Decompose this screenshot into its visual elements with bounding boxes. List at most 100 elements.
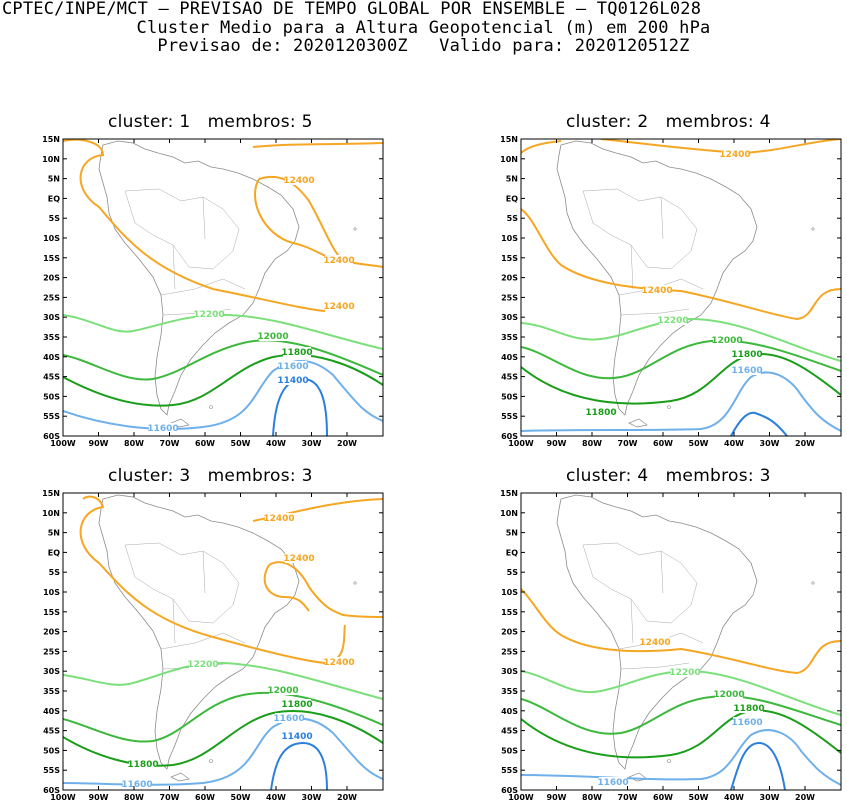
lat-tick-label: 10S (501, 588, 518, 597)
lon-tick-label: 100W (50, 793, 76, 802)
contour-label: 12400 (283, 554, 314, 564)
header-line-3: Previsao de: 2020120300Z Valido para: 20… (157, 36, 690, 56)
map-frame (62, 138, 384, 437)
contour-lines (63, 495, 383, 790)
lat-tick-label: 10N (500, 509, 518, 518)
lat-tick-label: 20S (501, 274, 518, 283)
lon-tick-label: 40W (724, 439, 744, 448)
contour-label: 12000 (713, 690, 744, 700)
lon-tick-label: 70W (618, 793, 638, 802)
map-panel-3: 12400 12400 12400 12200 12000 11800 11600 11400… (42, 489, 384, 802)
contour-label: 11800 (281, 700, 312, 710)
map-frame (520, 138, 842, 437)
lat-tick-label: 30S (43, 667, 60, 676)
contour-line (79, 495, 383, 665)
contour-line (63, 353, 383, 407)
lat-tick-label: 30S (43, 313, 60, 322)
contour-label: 12400 (323, 302, 354, 312)
contour-label: 12200 (187, 660, 218, 670)
map-panel-2: 12400 12400 12200 12000 11800 11600 11800 15N 10… (500, 135, 842, 448)
contour-line (730, 741, 786, 790)
contour-label: 11800 (733, 704, 764, 714)
lat-tick-label: 10S (43, 234, 60, 243)
lat-tick-label: 5S (49, 568, 61, 577)
map-frame (520, 492, 842, 791)
contour-label: 12000 (711, 336, 742, 346)
lat-tick-label: 30S (501, 313, 518, 322)
south-america-coastline (98, 140, 357, 428)
contour-line (521, 695, 841, 735)
contour-line (63, 691, 383, 743)
lat-tick-label: 60S (501, 432, 518, 441)
lon-tick-label: 70W (160, 439, 180, 448)
lat-tick-label: 10N (42, 155, 60, 164)
lat-tick-label: 55S (43, 766, 60, 775)
lat-tick-label: 25S (43, 293, 60, 302)
contour-line (263, 564, 310, 612)
lon-tick-label: 50W (689, 793, 709, 802)
lat-tick-label: 5N (506, 529, 518, 538)
contour-label: 11800 (127, 760, 158, 770)
contour-label: 12200 (669, 668, 700, 678)
contour-line (63, 139, 383, 312)
map-frame (62, 492, 384, 791)
lat-tick-label: 5S (507, 214, 519, 223)
lat-tick-label: 35S (501, 333, 518, 342)
lat-tick-label: 50S (43, 392, 60, 401)
contour-label: 12000 (257, 332, 288, 342)
contour-label: 11600 (147, 424, 178, 434)
lon-tick-label: 90W (547, 793, 567, 802)
contour-label: 12400 (323, 256, 354, 266)
lon-tick-label: 80W (582, 793, 602, 802)
lon-tick-label: 60W (195, 793, 215, 802)
lon-tick-label: 90W (89, 793, 109, 802)
contour-line (730, 411, 788, 436)
contour-label: 12400 (323, 658, 354, 668)
lat-tick-label: 20S (43, 628, 60, 637)
lat-tick-label: 20S (501, 628, 518, 637)
lat-tick-label: 10N (42, 509, 60, 518)
contour-label: 11600 (731, 718, 762, 728)
lon-tick-label: 50W (231, 439, 251, 448)
lat-tick-label: EQ (48, 548, 60, 557)
lat-tick-label: 55S (501, 766, 518, 775)
lat-tick-label: 5S (49, 214, 61, 223)
contour-label: 11600 (597, 778, 628, 788)
lon-tick-label: 20W (795, 439, 815, 448)
contour-lines (521, 139, 841, 436)
contour-line (63, 339, 383, 381)
contour-line (521, 729, 841, 786)
lat-tick-label: 10N (500, 155, 518, 164)
lon-tick-label: 20W (337, 439, 357, 448)
lat-tick-label: 55S (43, 412, 60, 421)
lat-tick-label: 15N (42, 489, 60, 498)
contour-label: 11800 (281, 348, 312, 358)
lat-tick-label: 35S (43, 687, 60, 696)
lat-tick-label: 45S (43, 727, 60, 736)
contour-line (63, 359, 383, 430)
contour-label: 11600 (273, 714, 304, 724)
lat-tick-label: 40S (43, 353, 60, 362)
panel-3-title: cluster: 3 membros: 3 (108, 466, 313, 486)
lat-tick-label: 20S (43, 274, 60, 283)
contour-label: 11600 (277, 362, 308, 372)
lat-tick-label: 15N (42, 135, 60, 144)
contour-label: 11600 (121, 780, 152, 790)
lat-tick-label: 50S (43, 746, 60, 755)
contour-line (521, 709, 841, 759)
lon-tick-label: 30W (760, 439, 780, 448)
lat-tick-label: 10S (43, 588, 60, 597)
contour-label: 12400 (263, 514, 294, 524)
lat-tick-label: 40S (501, 353, 518, 362)
lon-tick-label: 80W (124, 793, 144, 802)
lat-tick-label: 5N (48, 529, 60, 538)
lat-tick-label: 25S (501, 293, 518, 302)
figure-header: CPTEC/INPE/MCT — PREVISAO DE TEMPO GLOBA… (0, 0, 847, 56)
lat-tick-label: 25S (43, 647, 60, 656)
lat-tick-label: 15S (501, 608, 518, 617)
contour-line (521, 208, 841, 321)
lat-tick-label: 30S (501, 667, 518, 676)
contour-line (521, 353, 841, 405)
contour-lines (521, 588, 841, 790)
